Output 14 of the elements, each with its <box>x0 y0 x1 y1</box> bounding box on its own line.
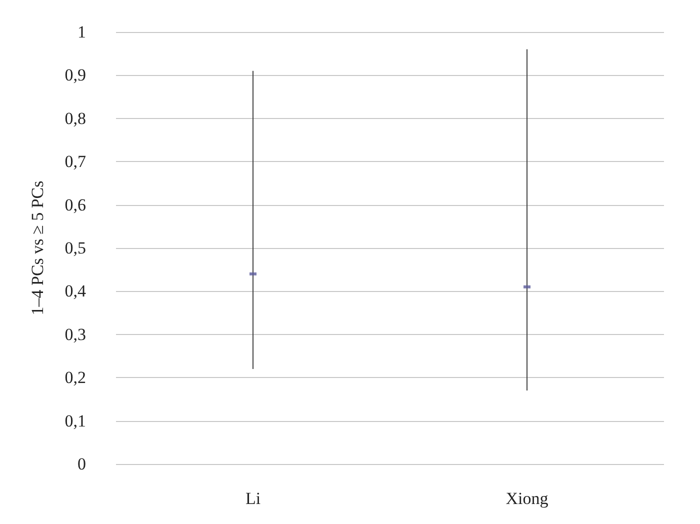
y-axis-title: 1–4 PCs vs ≥ 5 PCs <box>28 180 47 316</box>
y-tick-label: 0,5 <box>64 238 86 258</box>
y-tick-label: 1 <box>78 22 86 42</box>
x-tick-label: Li <box>245 489 261 508</box>
y-tick-label: 0,3 <box>64 324 86 344</box>
y-tick-label: 0,4 <box>64 282 86 301</box>
x-tick-label: Xiong <box>506 489 549 508</box>
y-tick-label: 0,6 <box>64 195 86 214</box>
y-tick-label: 0,8 <box>64 108 86 128</box>
y-tick-label: 0,1 <box>64 411 86 430</box>
y-tick-label: 0 <box>78 454 86 474</box>
y-tick-label: 0,9 <box>64 66 86 85</box>
y-tick-label: 0,7 <box>64 152 86 172</box>
y-tick-label: 0,2 <box>64 368 86 388</box>
